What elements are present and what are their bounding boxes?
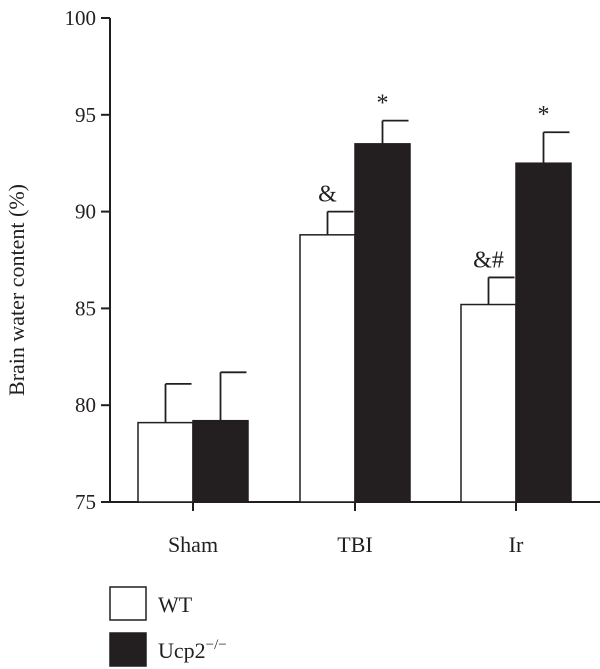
- bar-wt-sham: [137, 421, 194, 503]
- legend: WT Ucp2−/−: [109, 586, 227, 667]
- legend-swatch-wt: [109, 586, 147, 621]
- significance-annotation: &: [318, 182, 337, 208]
- significance-annotation: *: [538, 102, 550, 128]
- bar-ucp2-tbi: [354, 143, 411, 503]
- bar-ucp2-ir: [515, 162, 572, 503]
- x-tick-label: TBI: [337, 532, 372, 557]
- y-tick-label: 80: [75, 393, 96, 417]
- plot-area: 75 80 85 90 95 100 Brain water content (%) Sham…: [4, 6, 600, 557]
- legend-label-ucp2: Ucp2−/−: [158, 637, 227, 663]
- y-axis-title: Brain water content (%): [4, 184, 29, 396]
- x-tick-label: Sham: [168, 532, 218, 557]
- y-tick-label: 100: [65, 6, 97, 30]
- bar-wt-tbi: [299, 234, 356, 503]
- legend-label-wt: WT: [158, 592, 193, 617]
- y-tick-label: 90: [75, 200, 96, 224]
- bar-ucp2-sham: [192, 419, 249, 503]
- significance-annotation: &#: [473, 247, 504, 273]
- x-tick-label: Ir: [509, 532, 524, 557]
- legend-swatch-ucp2: [109, 632, 147, 667]
- y-tick-label: 85: [75, 296, 96, 320]
- significance-annotation: *: [377, 91, 389, 117]
- y-tick-label: 95: [75, 103, 96, 127]
- bar-wt-ir: [460, 303, 517, 503]
- y-tick-label: 75: [75, 490, 96, 514]
